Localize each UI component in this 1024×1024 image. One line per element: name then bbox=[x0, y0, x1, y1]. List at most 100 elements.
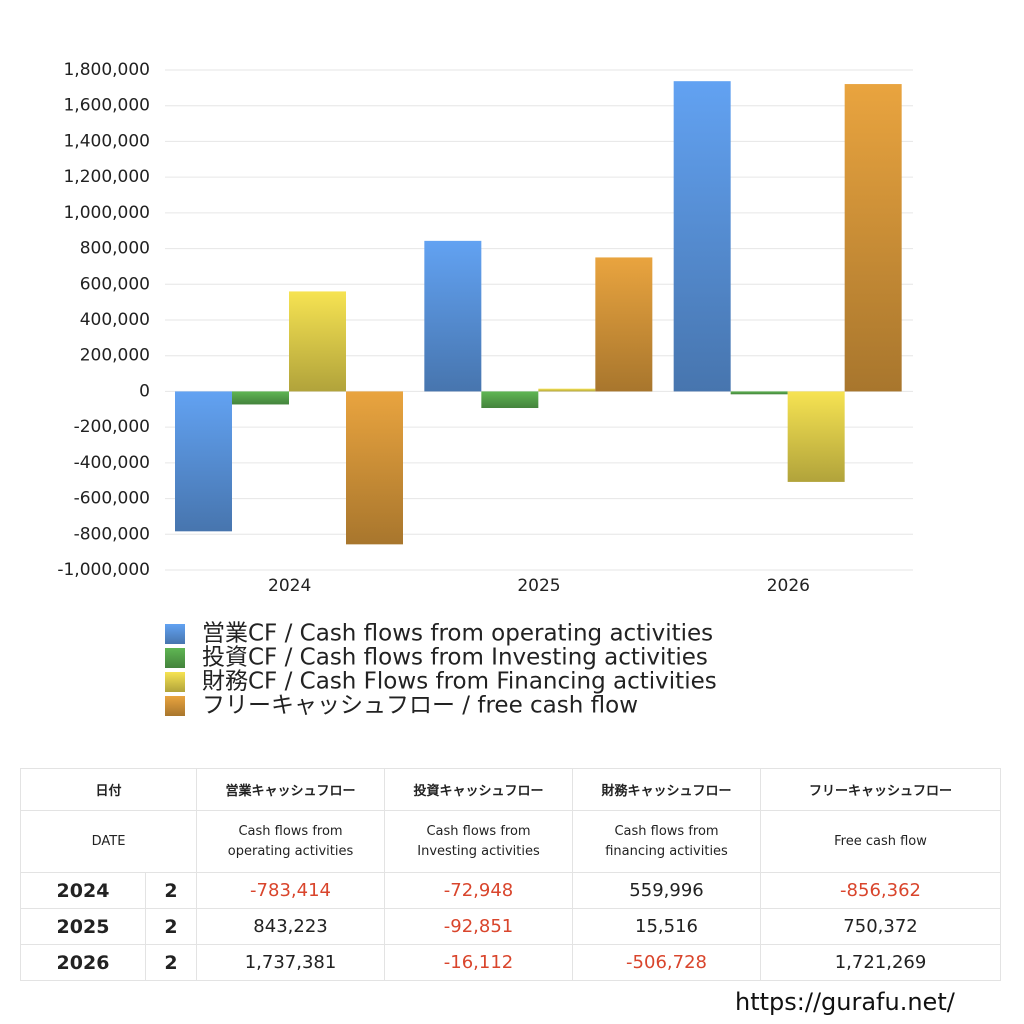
cell-text: DATE bbox=[91, 833, 126, 849]
bar bbox=[175, 391, 232, 532]
legend-swatch bbox=[165, 696, 185, 716]
bar bbox=[673, 81, 731, 392]
table-cell: Cash flows from operating activities bbox=[196, 810, 386, 873]
footer-url: https://gurafu.net/ bbox=[735, 988, 955, 1016]
cell-text: フリーキャッシュフロー bbox=[809, 784, 953, 799]
table-cell: 750,372 bbox=[760, 908, 1002, 945]
bar bbox=[844, 84, 902, 392]
cell-text: 750,372 bbox=[843, 916, 918, 937]
y-tick-label: 1,200,000 bbox=[63, 167, 150, 187]
table-cell: 1,721,269 bbox=[760, 944, 1002, 981]
legend-label: 営業CF / Cash flows from operating activit… bbox=[202, 621, 713, 647]
y-tick-label: 1,600,000 bbox=[63, 96, 150, 116]
bar bbox=[730, 391, 788, 395]
y-tick-label: -400,000 bbox=[74, 453, 150, 473]
legend-swatch bbox=[165, 672, 185, 692]
x-tick-label: 2025 bbox=[517, 576, 560, 596]
x-tick-label: 2024 bbox=[268, 576, 311, 596]
cell-text: 843,223 bbox=[253, 916, 328, 937]
bar bbox=[595, 257, 653, 392]
table-cell: Free cash flow bbox=[760, 810, 1002, 873]
table-cell: -783,414 bbox=[196, 872, 386, 909]
y-tick-label: 0 bbox=[139, 381, 150, 401]
bar bbox=[289, 291, 346, 392]
table-cell: 2025 bbox=[20, 908, 146, 945]
header-row: DATE Cash flows from operating activities… bbox=[19, 810, 1002, 873]
cell-text: 559,996 bbox=[629, 880, 704, 901]
table-cell: 843,223 bbox=[196, 908, 386, 945]
table-cell: 559,996 bbox=[572, 872, 762, 909]
table-cell: 2 bbox=[144, 944, 198, 981]
table-cell: -506,728 bbox=[572, 944, 762, 981]
cell-text: 2 bbox=[164, 879, 178, 902]
cell-text: 2025 bbox=[56, 915, 110, 938]
table-cell: 1,737,381 bbox=[196, 944, 386, 981]
table-cell: -92,851 bbox=[384, 908, 574, 945]
y-tick-label: 800,000 bbox=[80, 239, 150, 259]
bar bbox=[346, 391, 403, 545]
bar bbox=[538, 388, 596, 392]
cell-text: Cash flows from Investing activities bbox=[417, 823, 540, 859]
legend-label: 投資CF / Cash flows from Investing activit… bbox=[202, 645, 708, 671]
cell-text: 1,737,381 bbox=[244, 952, 337, 973]
table-cell: -16,112 bbox=[384, 944, 574, 981]
cell-text: 15,516 bbox=[635, 916, 698, 937]
cell-text: -506,728 bbox=[626, 952, 707, 973]
cell-text: -856,362 bbox=[840, 880, 921, 901]
cell-text: Free cash flow bbox=[834, 833, 927, 849]
table-cell: 日付 bbox=[19, 768, 198, 811]
bar bbox=[787, 391, 845, 482]
legend-swatch bbox=[165, 624, 185, 644]
cell-text: -16,112 bbox=[443, 952, 514, 973]
y-tick-label: 1,000,000 bbox=[63, 203, 150, 223]
legend-label: 財務CF / Cash Flows from Financing activit… bbox=[202, 669, 717, 695]
table-cell: DATE bbox=[19, 810, 198, 873]
cell-text: 2 bbox=[164, 951, 178, 974]
y-tick-label: 400,000 bbox=[80, 310, 150, 330]
cell-text: 2 bbox=[164, 915, 178, 938]
header-row: 日付 営業キャッシュフロー 投資キャッシュフロー 財務キャッシュフロー フリーキャッシュ… bbox=[19, 768, 1002, 811]
bar bbox=[232, 391, 289, 405]
cell-text: -72,948 bbox=[443, 880, 514, 901]
table-cell: 財務キャッシュフロー bbox=[572, 768, 762, 811]
table-cell: -856,362 bbox=[760, 872, 1002, 909]
data-row: 2024 2 -783,414 -72,948 559,996 -856,362 bbox=[20, 872, 1002, 909]
table-cell: Cash flows from Investing activities bbox=[384, 810, 574, 873]
table-cell: 2026 bbox=[20, 944, 146, 981]
y-tick-label: 1,800,000 bbox=[63, 60, 150, 80]
cell-text: 1,721,269 bbox=[834, 952, 927, 973]
table-cell: 投資キャッシュフロー bbox=[384, 768, 574, 811]
table-cell: -72,948 bbox=[384, 872, 574, 909]
data-row: 2025 2 843,223 -92,851 15,516 750,372 bbox=[20, 908, 1002, 945]
y-tick-label: -800,000 bbox=[74, 524, 150, 544]
table-cell: 2024 bbox=[20, 872, 146, 909]
cell-text: Cash flows from financing activities bbox=[605, 823, 728, 859]
chart: -1,000,000 -800,000 -600,000 -400,000 -200,0… bbox=[57, 60, 913, 719]
cell-text: 投資キャッシュフロー bbox=[413, 784, 544, 799]
bar bbox=[481, 391, 539, 409]
table-cell: フリーキャッシュフロー bbox=[760, 768, 1002, 811]
table-cell: 営業キャッシュフロー bbox=[196, 768, 386, 811]
table-cell: Cash flows from financing activities bbox=[572, 810, 762, 873]
table-cell: 2 bbox=[144, 908, 198, 945]
data-table: 日付 営業キャッシュフロー 投資キャッシュフロー 財務キャッシュフロー フリーキャッシュ… bbox=[19, 768, 1002, 981]
y-tick-label: 600,000 bbox=[80, 274, 150, 294]
x-tick-label: 2026 bbox=[767, 576, 810, 596]
cell-text: 営業キャッシュフロー bbox=[225, 784, 356, 799]
legend-swatch bbox=[165, 648, 185, 668]
legend-label: フリーキャッシュフロー / free cash flow bbox=[202, 693, 638, 719]
table-cell: 2 bbox=[144, 872, 198, 909]
cell-text: Cash flows from operating activities bbox=[227, 823, 354, 859]
y-tick-label: -200,000 bbox=[74, 417, 150, 437]
cell-text: 2024 bbox=[56, 879, 110, 902]
cell-text: 財務キャッシュフロー bbox=[601, 784, 732, 799]
bar bbox=[424, 240, 482, 392]
y-tick-label: 1,400,000 bbox=[63, 131, 150, 151]
data-row: 2026 2 1,737,381 -16,112 -506,728 1,721,269 bbox=[20, 944, 1002, 981]
table-cell: 15,516 bbox=[572, 908, 762, 945]
cell-text: -783,414 bbox=[250, 880, 331, 901]
cell-text: 2026 bbox=[56, 951, 110, 974]
y-tick-label: -1,000,000 bbox=[57, 560, 150, 580]
y-tick-label: 200,000 bbox=[80, 346, 150, 366]
